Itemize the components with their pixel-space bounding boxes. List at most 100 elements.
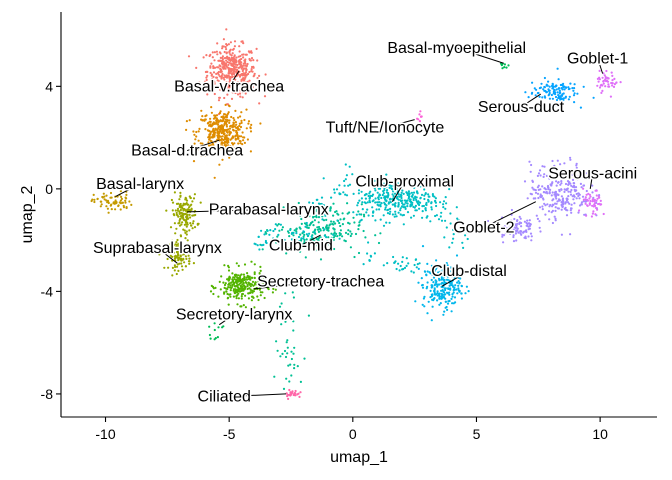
scatter-point (569, 233, 572, 236)
scatter-point (234, 291, 238, 294)
scatter-point (238, 45, 241, 48)
scatter-point (173, 269, 176, 272)
scatter-point (189, 204, 192, 207)
scatter-point (405, 257, 408, 260)
scatter-point (236, 70, 239, 73)
scatter-point (216, 129, 219, 133)
scatter-point (333, 247, 336, 251)
scatter-point (400, 200, 403, 203)
scatter-point (184, 231, 187, 234)
scatter-point (185, 225, 188, 228)
scatter-point (418, 113, 421, 116)
scatter-point (540, 82, 543, 85)
scatter-point (569, 193, 573, 196)
scatter-point (299, 391, 302, 394)
scatter-point (366, 201, 369, 204)
scatter-point (185, 218, 188, 221)
scatter-point (541, 185, 544, 188)
scatter-point (413, 186, 416, 189)
scatter-point (130, 203, 133, 206)
scatter-point (246, 287, 249, 291)
scatter-point (323, 244, 326, 247)
scatter-point (93, 200, 96, 204)
scatter-point (559, 163, 562, 166)
scatter-point (395, 187, 398, 190)
scatter-point (240, 279, 243, 282)
scatter-point (227, 283, 230, 286)
scatter-point (191, 222, 195, 225)
cluster-label-halo: Basal-d.trachea (131, 143, 243, 160)
scatter-point (339, 224, 342, 228)
scatter-point (303, 233, 306, 236)
scatter-point (214, 127, 217, 130)
scatter-point (397, 201, 400, 204)
scatter-point (397, 198, 400, 201)
scatter-point (355, 213, 358, 216)
scatter-point (360, 203, 363, 206)
scatter-point (439, 265, 442, 268)
scatter-point (213, 322, 216, 325)
cluster-label: Club-proximal (355, 173, 454, 190)
scatter-point (551, 203, 554, 206)
scatter-point (235, 273, 238, 276)
scatter-point (582, 85, 585, 88)
scatter-point (240, 135, 243, 138)
scatter-point (175, 202, 179, 205)
scatter-point (338, 232, 341, 235)
scatter-point (252, 66, 255, 69)
scatter-point (429, 220, 432, 223)
scatter-point (171, 209, 174, 212)
scatter-point (362, 263, 365, 266)
scatter-point (191, 200, 194, 203)
scatter-point (410, 195, 413, 198)
scatter-point (561, 198, 564, 201)
scatter-point (520, 225, 523, 228)
scatter-point (244, 53, 247, 56)
scatter-point (173, 222, 176, 225)
scatter-point (536, 186, 540, 189)
scatter-point (241, 74, 244, 77)
leader-line (218, 314, 235, 326)
x-tick-label: -5 (223, 426, 236, 442)
leader-line (589, 173, 594, 189)
scatter-point (438, 303, 441, 306)
scatter-point (236, 136, 240, 139)
scatter-point (537, 188, 540, 191)
scatter-point (442, 290, 445, 293)
cluster-label-halo: Ciliated (198, 389, 251, 406)
scatter-point (243, 59, 246, 62)
scatter-point (203, 152, 206, 155)
scatter-point (544, 204, 547, 207)
scatter-point (387, 202, 390, 205)
scatter-point (186, 239, 189, 242)
scatter-point (158, 253, 161, 256)
scatter-point (171, 245, 174, 248)
scatter-point (189, 196, 192, 200)
scatter-point (377, 241, 381, 245)
scatter-point (184, 237, 187, 240)
scatter-point (235, 262, 238, 265)
scatter-point (209, 337, 212, 340)
scatter-point (193, 226, 197, 229)
scatter-point (299, 380, 302, 383)
scatter-point (221, 158, 224, 161)
scatter-point (106, 207, 109, 210)
scatter-point (432, 276, 436, 279)
scatter-point (316, 198, 319, 201)
scatter-point (217, 326, 220, 329)
cluster-label-halo: Basal-v.trachea (174, 78, 284, 95)
scatter-point (343, 179, 346, 183)
scatter-point (344, 178, 347, 181)
scatter-point (326, 240, 329, 243)
scatter-point (285, 315, 288, 318)
cluster-label-halo: Serous-acini (548, 166, 637, 183)
scatter-point (564, 182, 568, 186)
scatter-point (246, 80, 249, 83)
scatter-point (591, 200, 594, 203)
scatter-point (379, 203, 382, 206)
scatter-point (219, 85, 223, 88)
scatter-point (300, 222, 303, 225)
scatter-point (430, 286, 433, 289)
scatter-point (218, 163, 221, 166)
scatter-point (110, 208, 113, 211)
